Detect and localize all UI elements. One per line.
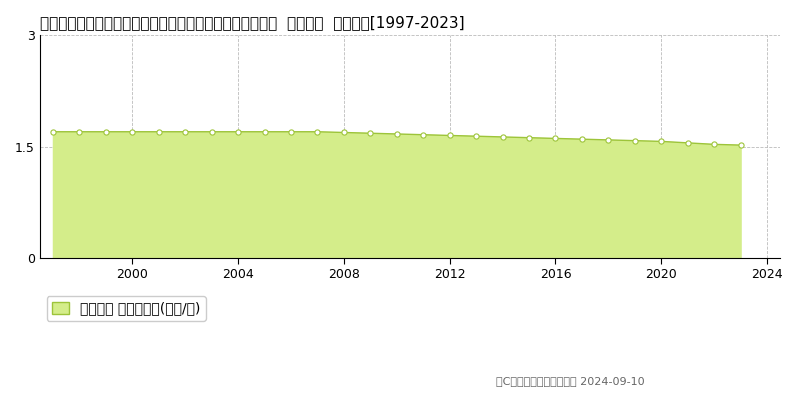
Point bbox=[628, 138, 641, 144]
Point bbox=[496, 134, 509, 140]
Point bbox=[655, 138, 668, 144]
Point bbox=[417, 132, 430, 138]
Point bbox=[338, 129, 350, 136]
Text: （C）土地価格ドットコム 2024-09-10: （C）土地価格ドットコム 2024-09-10 bbox=[496, 376, 645, 386]
Point bbox=[522, 134, 535, 141]
Point bbox=[46, 128, 59, 135]
Point bbox=[73, 128, 86, 135]
Point bbox=[206, 128, 218, 135]
Point bbox=[364, 130, 377, 136]
Point bbox=[682, 140, 694, 146]
Point bbox=[178, 128, 191, 135]
Point bbox=[470, 133, 482, 139]
Point bbox=[99, 128, 112, 135]
Point bbox=[443, 132, 456, 139]
Point bbox=[390, 131, 403, 137]
Point bbox=[734, 142, 747, 148]
Point bbox=[549, 135, 562, 142]
Point bbox=[152, 128, 165, 135]
Point bbox=[575, 136, 588, 142]
Point bbox=[602, 137, 614, 143]
Legend: 地価公示 平均坪単価(万円/坪): 地価公示 平均坪単価(万円/坪) bbox=[46, 296, 206, 321]
Text: 宮崎県西諸県郡高原町大字西麓字原ノ出口２１０７番１外  地価公示  地価推移[1997-2023]: 宮崎県西諸県郡高原町大字西麓字原ノ出口２１０７番１外 地価公示 地価推移[199… bbox=[40, 15, 464, 30]
Point bbox=[126, 128, 138, 135]
Point bbox=[232, 128, 245, 135]
Point bbox=[258, 128, 271, 135]
Point bbox=[708, 141, 721, 148]
Point bbox=[285, 128, 298, 135]
Point bbox=[311, 128, 324, 135]
